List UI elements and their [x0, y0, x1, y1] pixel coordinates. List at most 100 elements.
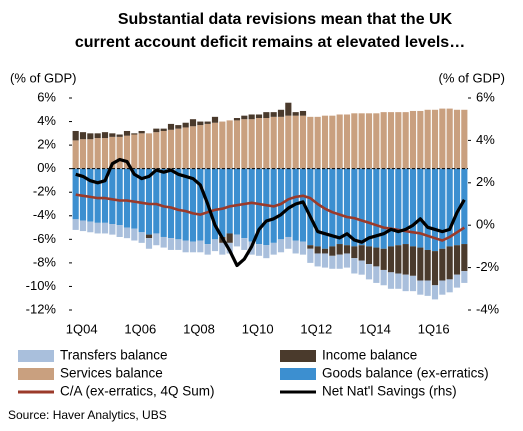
bar — [307, 245, 314, 249]
legend-swatch — [18, 350, 54, 362]
bar — [336, 168, 343, 245]
bar — [461, 244, 468, 272]
bar — [219, 242, 226, 255]
bar — [402, 112, 409, 169]
bar — [219, 121, 226, 169]
x-tick-label: 1Q08 — [183, 321, 215, 336]
bar — [197, 125, 204, 169]
y-tick-label: 2% — [37, 137, 56, 152]
bar — [358, 168, 365, 246]
bar — [453, 274, 461, 288]
bar — [277, 239, 285, 253]
bar — [439, 248, 446, 281]
bar — [226, 233, 233, 243]
bar — [160, 128, 167, 131]
bar — [351, 258, 358, 274]
bar — [175, 168, 182, 240]
bar — [358, 245, 365, 261]
y2-tick-label: 4% — [476, 132, 495, 147]
bar — [189, 126, 197, 169]
bar — [285, 236, 292, 249]
bar — [138, 130, 145, 134]
bar — [351, 113, 358, 169]
bar — [343, 114, 351, 169]
bar — [439, 168, 446, 249]
bar — [343, 253, 351, 268]
bar — [72, 130, 79, 141]
x-tick-label: 1Q12 — [300, 321, 332, 336]
bar — [204, 123, 211, 169]
bar — [431, 251, 439, 286]
bar — [123, 130, 131, 136]
bar — [307, 248, 314, 263]
bar — [131, 133, 138, 135]
bar — [123, 135, 131, 169]
bar — [417, 168, 424, 248]
x-tick-label: 1Q10 — [242, 321, 274, 336]
bar — [314, 116, 321, 169]
bar — [314, 246, 321, 254]
bar — [241, 238, 248, 250]
bar — [409, 246, 417, 276]
bar — [461, 271, 468, 283]
bar — [145, 238, 153, 249]
bar — [167, 238, 175, 250]
bar — [241, 115, 248, 120]
bar — [446, 108, 453, 169]
y-tick-label: 6% — [37, 89, 56, 104]
bar — [314, 253, 321, 267]
bar — [351, 246, 358, 259]
bar — [255, 244, 263, 256]
x-tick-label: 1Q04 — [66, 321, 98, 336]
bar — [204, 121, 211, 124]
line — [75, 157, 466, 268]
bar — [380, 168, 387, 249]
bar — [395, 112, 402, 169]
bar — [409, 275, 417, 292]
y-tick-label: -10% — [26, 278, 57, 293]
y-tick-label: -6% — [33, 231, 57, 246]
x-tick-label: 1Q16 — [418, 321, 450, 336]
bar — [160, 130, 167, 169]
bar — [424, 109, 431, 169]
bar — [270, 242, 277, 255]
y-tick-label: 4% — [37, 113, 56, 128]
bar — [233, 168, 241, 235]
bar — [116, 136, 123, 169]
bar — [226, 168, 233, 234]
source: Source: Haver Analytics, UBS — [8, 408, 167, 422]
bar — [175, 239, 182, 250]
y2-tick-label: 0% — [476, 217, 495, 232]
bar — [72, 140, 79, 169]
bar — [343, 245, 351, 254]
bar — [87, 133, 94, 140]
x-tick-label: 1Q06 — [124, 321, 156, 336]
bar — [292, 112, 299, 116]
bar — [109, 168, 116, 225]
bar — [461, 168, 468, 245]
bar — [365, 264, 373, 280]
bar — [123, 168, 131, 228]
bar — [307, 168, 314, 246]
bar — [87, 221, 94, 233]
bar — [138, 133, 145, 169]
bar — [292, 115, 299, 169]
bar — [101, 222, 109, 234]
bar — [101, 132, 109, 139]
bar — [446, 279, 453, 293]
y2-tick-label: -4% — [476, 301, 500, 316]
bar — [263, 245, 270, 259]
bar — [365, 168, 373, 247]
bar — [138, 232, 145, 243]
bar — [263, 112, 270, 119]
chart-title: Substantial data revisions mean that the… — [118, 11, 453, 28]
bar — [373, 247, 380, 267]
legend-label: Income balance — [322, 348, 417, 363]
legend-swatch — [18, 368, 54, 380]
bar — [380, 112, 387, 169]
bar — [453, 245, 461, 275]
bar — [402, 168, 409, 245]
bar — [373, 113, 380, 169]
bar — [87, 139, 94, 169]
